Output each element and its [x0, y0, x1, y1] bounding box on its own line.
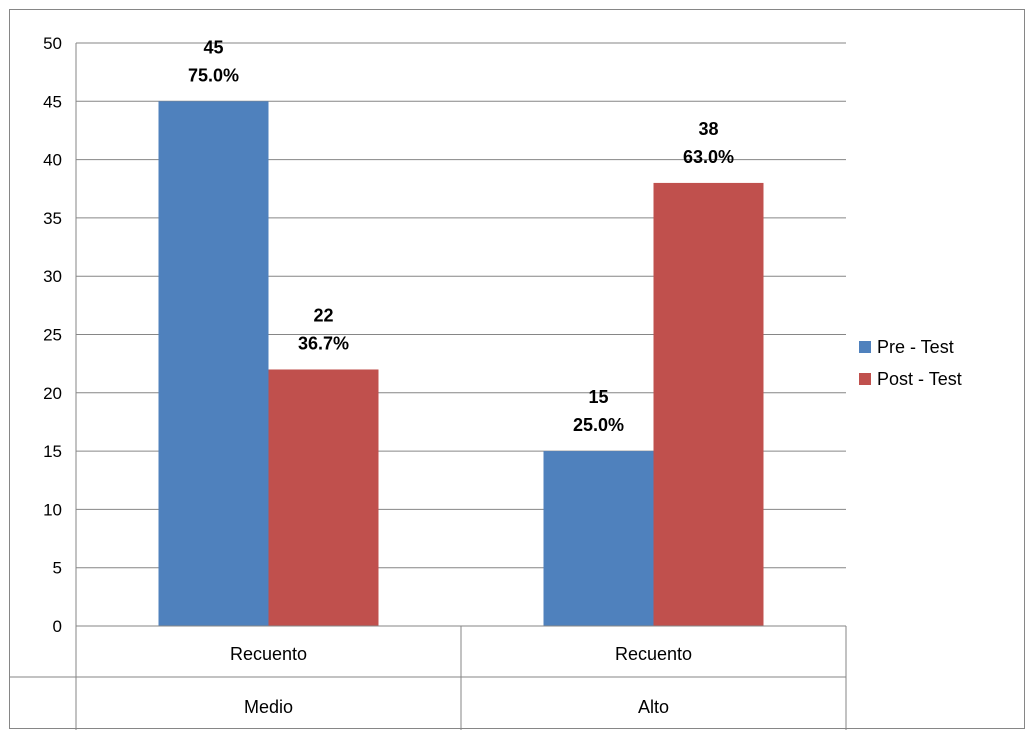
y-tick-label: 45 — [43, 92, 62, 111]
data-label-value: 22 — [313, 305, 333, 325]
category-label: Recuento — [230, 644, 307, 664]
category-labels: Recuento Medio Recuento Alto — [230, 644, 692, 717]
y-tick-labels: 0 5 10 15 20 25 30 35 40 45 50 — [43, 34, 62, 636]
y-tick-label: 5 — [53, 559, 62, 578]
y-tick-label: 30 — [43, 267, 62, 286]
y-tick-label: 25 — [43, 326, 62, 345]
category-label: Recuento — [615, 644, 692, 664]
y-tick-label: 40 — [43, 151, 62, 170]
y-tick-label: 0 — [53, 617, 62, 636]
chart-frame: 0 5 10 15 20 25 30 35 40 45 50 Recuento Medio Recuen… — [9, 9, 1025, 730]
bar — [653, 182, 764, 627]
category-group-label: Alto — [638, 697, 669, 717]
data-label-percent: 25.0% — [573, 415, 624, 435]
legend: Pre - Test Post - Test — [859, 337, 962, 389]
bar — [158, 101, 269, 627]
data-label-value: 15 — [588, 387, 608, 407]
legend-swatch — [859, 373, 871, 385]
y-tick-label: 20 — [43, 384, 62, 403]
data-label-value: 45 — [203, 37, 223, 57]
bars — [158, 101, 764, 627]
y-tick-label: 50 — [43, 34, 62, 53]
axes — [10, 43, 847, 730]
category-group-label: Medio — [244, 697, 293, 717]
y-tick-label: 35 — [43, 209, 62, 228]
y-tick-label: 15 — [43, 442, 62, 461]
y-tick-label: 10 — [43, 500, 62, 519]
legend-label: Pre - Test — [877, 337, 954, 357]
data-label-percent: 75.0% — [188, 65, 239, 85]
data-labels: 45 75.0% 22 36.7% 15 25.0% 38 63.0% — [188, 37, 734, 435]
data-label-percent: 63.0% — [683, 147, 734, 167]
legend-swatch — [859, 341, 871, 353]
data-label-value: 38 — [698, 119, 718, 139]
legend-label: Post - Test — [877, 369, 962, 389]
bar — [268, 369, 379, 626]
data-label-percent: 36.7% — [298, 333, 349, 353]
bar — [543, 451, 654, 626]
